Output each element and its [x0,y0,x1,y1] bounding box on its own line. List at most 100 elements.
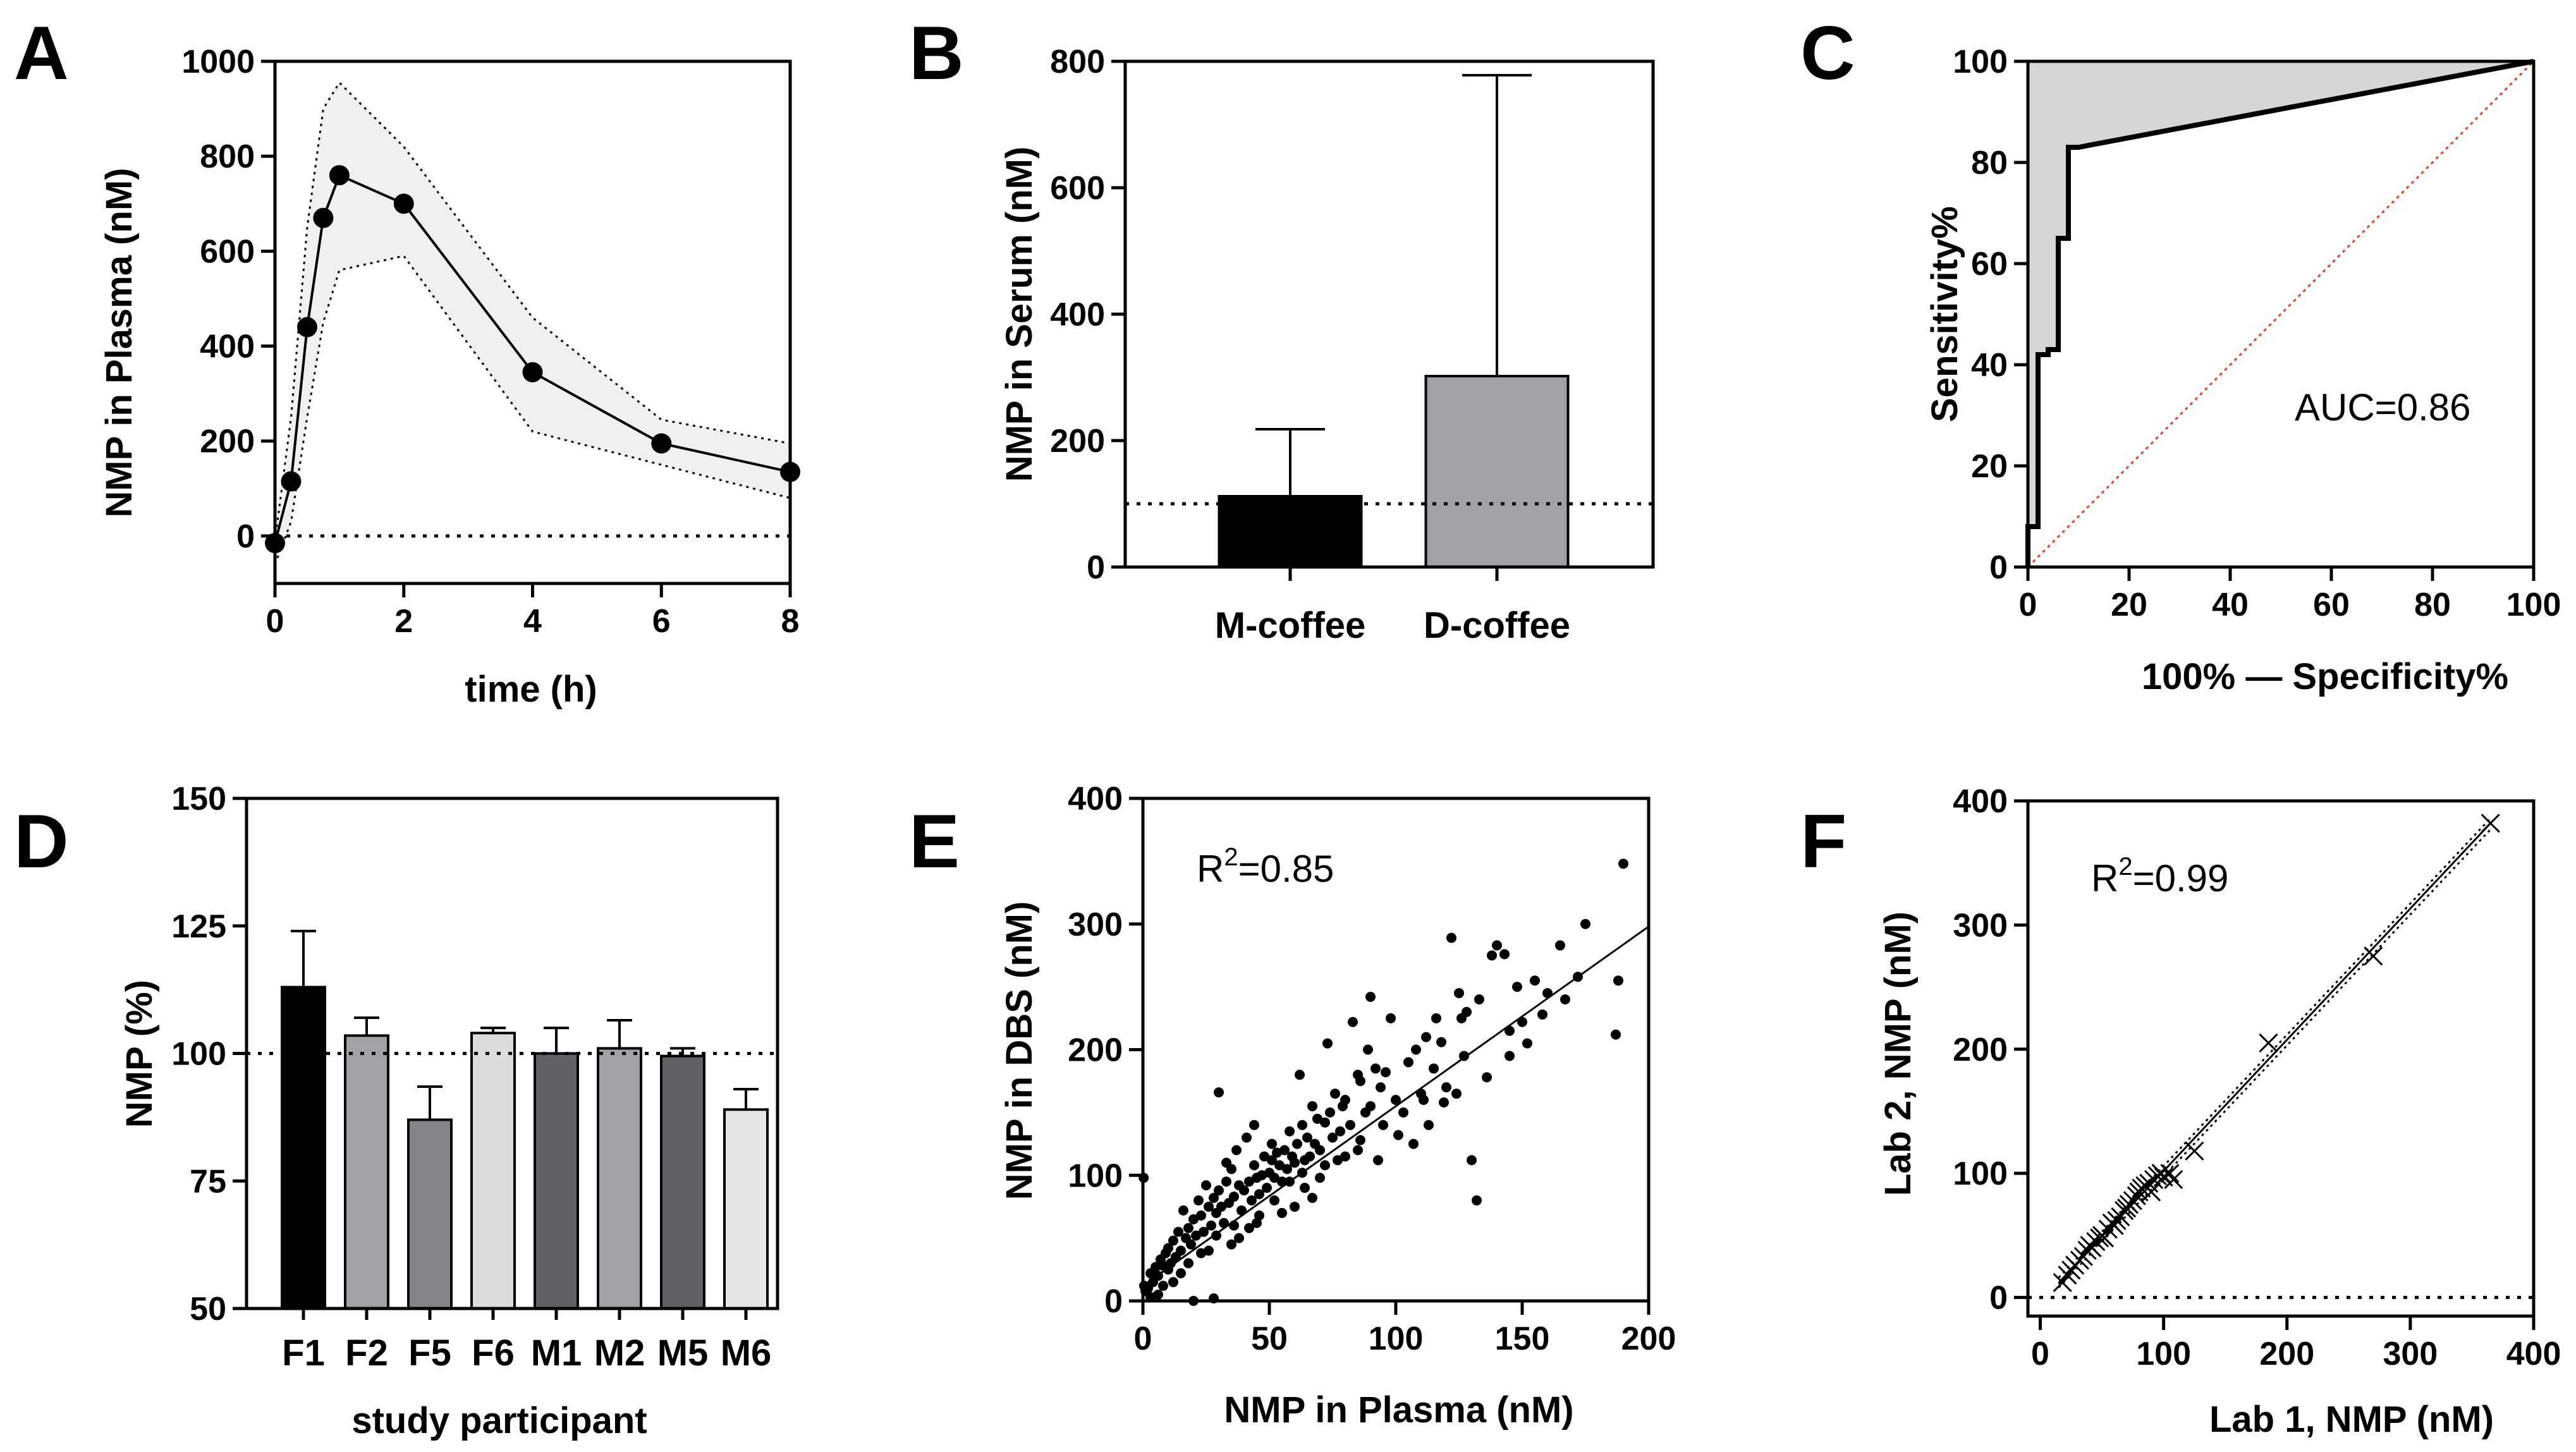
panel-c-chart: C Sensitivity% 100% — Specificity% 0 20 40… [1800,11,2561,697]
bar-m-coffee [1218,495,1363,568]
panel-a-xlabel: time (h) [465,669,597,710]
panel-e-letter: E [909,799,960,884]
x-tick-label: 400 [2506,1336,2561,1372]
panel-a-data-points [265,165,800,554]
y-tick-label: 200 [1068,1032,1123,1069]
scatter-point [1348,1016,1358,1027]
scatter-point [1285,1126,1295,1137]
y-tick-label: 75 [190,1163,226,1200]
panel-f-data-points [2053,814,2500,1293]
scatter-point [1204,1201,1214,1212]
regression-fit-line [1142,925,1649,1287]
scatter-point [1234,1180,1244,1191]
panel-e-fit-line [1142,925,1649,1287]
panel-c-auc-annotation: AUC=0.86 [2295,386,2471,429]
bar-m1 [534,1052,579,1310]
scatter-point [1214,1087,1224,1098]
panel-e-r2-prefix: R [1197,848,1224,890]
scatter-point [1231,1145,1242,1156]
scatter-point [1264,1168,1274,1178]
scatter-point [1456,1013,1467,1023]
panel-e-data-points [1138,858,1628,1306]
scatter-point [1201,1180,1211,1191]
panel-c-roc-lines [2025,59,2535,568]
scatter-x-point [2160,1164,2180,1183]
x-tick-label: 80 [2414,587,2451,623]
panel-f-axes [2026,799,2536,1318]
scatter-point [1320,1160,1330,1171]
scatter-point [1156,1254,1166,1265]
scatter-point [1370,1063,1381,1074]
scatter-point [1431,1013,1441,1023]
scatter-point [1393,1130,1403,1140]
bar-m2 [597,1047,642,1310]
mean-data-point [313,207,334,228]
y-tick-label: 200 [200,424,255,460]
panel-e-r2-suffix: =0.85 [1238,848,1334,890]
scatter-point [1206,1220,1216,1231]
scatter-point [1315,1173,1325,1183]
ci-upper-line [274,81,791,541]
scatter-point [1376,1082,1386,1093]
scatter-point [1424,1120,1434,1130]
scatter-point [1297,1120,1307,1130]
panel-b-axes [1123,59,1655,569]
scatter-point [1499,949,1510,960]
panel-b-ylabel: NMP in Serum (nM) [999,147,1040,482]
scatter-point [1209,1193,1219,1204]
scatter-point [1408,1138,1419,1149]
x-tick-label: 20 [2111,587,2147,623]
scatter-point [1274,1160,1285,1171]
x-tick-label: 150 [1495,1321,1550,1357]
panel-f-r2-suffix: =0.99 [2133,857,2229,900]
scatter-point [1360,1107,1370,1118]
scatter-point [1272,1147,1282,1158]
scatter-point [1330,1089,1340,1099]
panel-f-r2-annotation: R2=0.99 [2091,853,2228,900]
scatter-point [1178,1205,1188,1216]
scatter-point [1287,1151,1297,1162]
x-category-label: F5 [408,1333,451,1374]
scatter-point [1340,1151,1350,1162]
scatter-point [1560,994,1570,1004]
panel-a-chart: A NMP in Plasma (nM) time (h) 0200400600… [14,11,800,710]
scatter-point [1269,1195,1279,1205]
scatter-point [1302,1132,1312,1143]
scatter-point [1355,1135,1365,1145]
scatter-point [1429,1063,1439,1074]
scatter-point [1439,1097,1449,1107]
panel-e-ylabel: NMP in DBS (nM) [999,901,1040,1200]
scatter-point [1247,1195,1257,1205]
x-category-label: M1 [531,1333,582,1374]
bar-f6 [470,1032,516,1310]
y-tick-label: 200 [1953,1032,2008,1068]
scatter-point [1320,1117,1330,1128]
scatter-point [1249,1120,1259,1130]
scatter-point [1307,1101,1317,1111]
plot-frame [1123,59,1655,569]
x-category-label: F1 [282,1333,325,1374]
y-tick-label: 0 [1104,1283,1123,1320]
scatter-x-point [2111,1207,2130,1226]
auc-shaded-area [2028,61,2534,567]
scatter-point [1262,1183,1272,1193]
y-tick-label: 300 [1068,906,1123,943]
scatter-point [1441,1082,1451,1093]
scatter-point [1353,1145,1363,1156]
panel-a-letter: A [14,11,69,95]
mean-data-point [522,362,543,382]
panel-b-bars: M-coffee D-coffee [1215,74,1570,646]
x-category-label: D-coffee [1424,605,1570,646]
scatter-point [1224,1197,1234,1208]
x-tick-label: 300 [2383,1336,2438,1372]
scatter-point [1226,1239,1236,1250]
y-tick-label: 40 [1971,347,2008,384]
scatter-point [1234,1233,1244,1243]
scatter-point [1242,1132,1252,1143]
scatter-point [1295,1070,1305,1080]
scatter-point [1196,1248,1206,1259]
panel-e-chart: E NMP in DBS (nM) NMP in Plasma (nM) R2=… [909,781,1676,1431]
scatter-point [1451,1089,1462,1099]
scatter-point [1335,1126,1345,1137]
scatter-point [1328,1132,1338,1143]
